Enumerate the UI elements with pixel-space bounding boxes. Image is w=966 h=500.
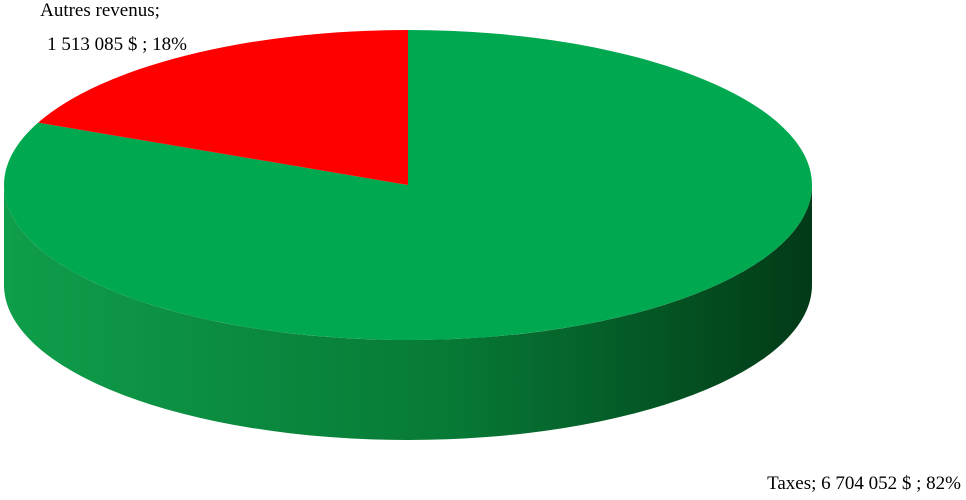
pie-slice-autres-revenus bbox=[38, 30, 408, 185]
data-label-autres-revenus-line1: Autres revenus; bbox=[40, 0, 160, 21]
data-label-taxes: Taxes; 6 704 052 $ ; 82% bbox=[767, 473, 961, 494]
pie-slice-taxes bbox=[3, 30, 812, 341]
data-label-autres-revenus-line2: 1 513 085 $ ; 18% bbox=[47, 34, 187, 55]
pie-side-wall bbox=[4, 185, 812, 440]
